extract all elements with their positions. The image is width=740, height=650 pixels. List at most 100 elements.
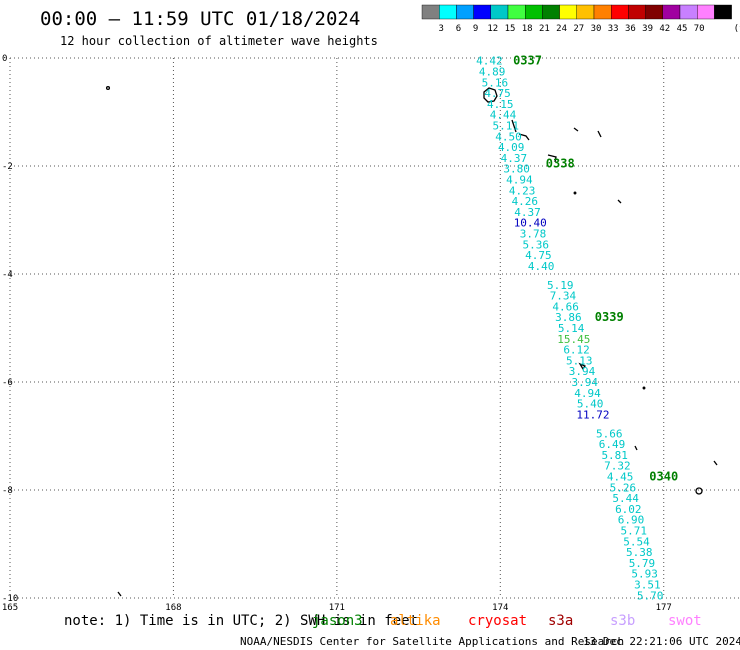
footer-timestamp: 13 Dec 22:21:06 UTC 2024 bbox=[583, 635, 740, 648]
wave-height-value: 7.32 bbox=[604, 460, 631, 473]
wave-height-value: 4.44 bbox=[490, 109, 517, 122]
wave-height-value: 5.71 bbox=[621, 525, 648, 538]
wave-height-value: 5.81 bbox=[601, 449, 628, 462]
y-tick-label: 0 bbox=[2, 54, 7, 64]
wave-height-value: 5.13 bbox=[566, 354, 593, 367]
x-tick-label: 168 bbox=[165, 603, 181, 613]
wave-height-value: 3.94 bbox=[571, 376, 598, 389]
legend-swatch bbox=[593, 4, 612, 20]
wave-height-value: 6.12 bbox=[563, 344, 590, 357]
wave-height-value: 4.94 bbox=[506, 174, 533, 187]
legend-swatch bbox=[439, 4, 457, 20]
wave-height-value: 6.90 bbox=[618, 514, 645, 527]
wave-height-value: 5.70 bbox=[637, 589, 664, 602]
legend-label: 18 bbox=[522, 24, 533, 34]
islands bbox=[105, 85, 718, 597]
legend-label: 39 bbox=[642, 24, 653, 34]
wave-height-value: 5.16 bbox=[482, 76, 509, 89]
legend-swatch bbox=[662, 4, 681, 20]
wave-height-value: 5.44 bbox=[612, 492, 639, 505]
wave-height-value: 5.93 bbox=[631, 568, 658, 581]
satellite-swot: swot bbox=[668, 613, 702, 629]
chart-subtitle: 12 hour collection of altimeter wave hei… bbox=[60, 34, 378, 48]
legend-swatch bbox=[697, 4, 715, 20]
legend-label: 21 bbox=[539, 24, 550, 34]
wave-height-value: 4.26 bbox=[512, 195, 539, 208]
satellite-legend: jason3 altika cryosat s3a s3b swot bbox=[312, 613, 702, 629]
wave-height-value: 4.75 bbox=[484, 87, 511, 100]
legend-swatch bbox=[611, 4, 629, 20]
island bbox=[573, 191, 577, 195]
wave-height-value: 4.94 bbox=[574, 387, 601, 400]
pass-label: 0338 bbox=[546, 156, 575, 170]
legend-swatch bbox=[714, 4, 732, 20]
y-tick-label: -6 bbox=[2, 378, 13, 388]
legend-label: 6 bbox=[456, 24, 461, 34]
wave-height-value: 15.45 bbox=[557, 333, 590, 346]
island bbox=[578, 362, 586, 371]
satellite-s3b: s3b bbox=[610, 613, 635, 629]
grid bbox=[9, 57, 740, 599]
legend-label: 27 bbox=[573, 24, 584, 34]
wave-height-value: 5.40 bbox=[577, 398, 604, 411]
legend-swatch bbox=[507, 4, 526, 20]
island bbox=[518, 133, 530, 141]
wave-height-value: 4.09 bbox=[498, 141, 525, 154]
note-line: note: 1) Time is in UTC; 2) SWH is in fe… bbox=[64, 613, 418, 629]
legend-label: 12 bbox=[487, 24, 498, 34]
wave-height-value: 4.45 bbox=[607, 471, 634, 484]
x-tick-label: 165 bbox=[2, 603, 18, 613]
island bbox=[117, 591, 122, 597]
island bbox=[547, 154, 557, 163]
legend-swatch bbox=[679, 4, 698, 20]
legend-label: 42 bbox=[659, 24, 670, 34]
island bbox=[713, 460, 718, 466]
wave-height-value: 3.51 bbox=[634, 579, 661, 592]
legend-swatch bbox=[628, 4, 646, 20]
legend-swatch bbox=[473, 4, 492, 20]
wave-height-value: 5.54 bbox=[623, 535, 650, 548]
pass-labels: 0337 0338 0339 0340 bbox=[513, 54, 678, 484]
wave-height-value: 4.66 bbox=[552, 300, 579, 313]
island bbox=[617, 199, 622, 204]
wave-height-value: 4.23 bbox=[509, 184, 536, 197]
wave-height-value: 4.15 bbox=[487, 98, 514, 111]
island bbox=[642, 386, 646, 390]
island bbox=[634, 445, 638, 451]
island bbox=[105, 85, 111, 91]
legend-swatch bbox=[576, 4, 595, 20]
legend-swatch bbox=[456, 4, 474, 20]
island bbox=[573, 127, 579, 132]
satellite-cryosat: cryosat bbox=[468, 613, 527, 629]
wave-height-value: 5.79 bbox=[629, 557, 656, 570]
wave-height-value: 4.42 bbox=[476, 55, 503, 68]
wave-height-value: 4.37 bbox=[501, 152, 528, 165]
island bbox=[511, 119, 517, 133]
footer-credit: NOAA/NESDIS Center for Satellite Applica… bbox=[240, 635, 624, 648]
legend-swatch bbox=[645, 4, 663, 20]
legend-swatch bbox=[559, 4, 577, 20]
y-tick-label: -10 bbox=[2, 594, 18, 604]
legend-label: 3 bbox=[438, 24, 443, 34]
wave-height-value: 6.49 bbox=[599, 438, 626, 451]
legend-label: 36 bbox=[625, 24, 636, 34]
legend-label: 45 bbox=[677, 24, 688, 34]
legend-label: 9 bbox=[473, 24, 478, 34]
wave-height-value: 3.78 bbox=[520, 228, 547, 241]
x-tick-label: 174 bbox=[492, 603, 508, 613]
wave-height-value: 5.26 bbox=[610, 481, 637, 494]
legend-label: 24 bbox=[556, 24, 567, 34]
wave-height-value: 5.66 bbox=[596, 427, 623, 440]
legend-label: 33 bbox=[608, 24, 619, 34]
wave-height-value: 4.50 bbox=[495, 130, 522, 143]
wave-height-value: 5.11 bbox=[492, 120, 519, 133]
x-tick-label: 171 bbox=[329, 603, 345, 613]
wave-height-value: 5.19 bbox=[547, 279, 574, 292]
chart-title: 00:00 – 11:59 UTC 01/18/2024 bbox=[40, 8, 360, 30]
pass-label: 0339 bbox=[595, 310, 624, 324]
wave-height-values: 4.424.895.164.754.154.445.114.504.094.37… bbox=[476, 55, 663, 603]
wave-height-value: 3.86 bbox=[555, 311, 582, 324]
